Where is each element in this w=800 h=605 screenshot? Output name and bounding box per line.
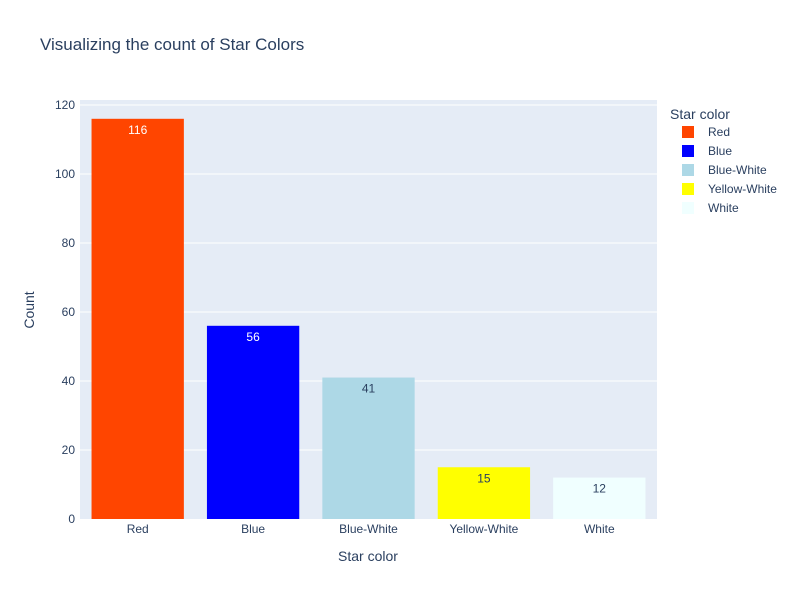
legend-label: White <box>708 201 739 215</box>
x-tick-label: Red <box>127 522 149 536</box>
bars <box>91 118 646 520</box>
bar[interactable] <box>322 377 415 519</box>
bar-value-label: 15 <box>477 471 491 485</box>
y-tick-labels: 0 20 40 60 80 100 120 <box>55 98 75 526</box>
y-tick-label: 100 <box>55 167 75 181</box>
x-tick-label: Blue-White <box>339 522 398 536</box>
x-axis-title: Star color <box>338 548 398 564</box>
y-tick-label: 80 <box>62 236 76 250</box>
x-tick-label: Blue <box>241 522 265 536</box>
y-tick-label: 60 <box>62 305 76 319</box>
legend-item[interactable]: White <box>682 201 739 215</box>
legend-label: Blue <box>708 144 732 158</box>
y-axis-title: Count <box>21 291 37 328</box>
y-tick-label: 40 <box>62 374 76 388</box>
x-tick-label: White <box>584 522 615 536</box>
bar-value-label: 12 <box>593 482 607 496</box>
legend-item[interactable]: Yellow-White <box>682 182 777 196</box>
legend-item[interactable]: Blue <box>682 144 732 158</box>
bar-data-labels: 116 56 41 15 12 <box>128 123 606 496</box>
legend-swatch <box>682 164 694 176</box>
legend-label: Yellow-White <box>708 182 777 196</box>
bar[interactable] <box>553 477 646 519</box>
legend-items: Red Blue Blue-White Yellow-White White <box>682 125 777 215</box>
bar-value-label: 56 <box>246 330 260 344</box>
x-tick-labels: Red Blue Blue-White Yellow-White White <box>127 522 615 536</box>
bar-value-label: 116 <box>128 123 147 137</box>
legend-title: Star color <box>670 106 730 122</box>
legend-swatch <box>682 202 694 214</box>
legend: Star color Red Blue Blue-White Yellow-White… <box>670 106 777 215</box>
x-tick-label: Yellow-White <box>449 522 518 536</box>
bar[interactable] <box>437 467 531 519</box>
bar[interactable] <box>206 325 300 519</box>
y-tick-label: 20 <box>62 443 76 457</box>
y-tick-label: 120 <box>55 98 75 112</box>
chart-title: Visualizing the count of Star Colors <box>40 35 304 54</box>
legend-item[interactable]: Red <box>682 125 730 139</box>
legend-label: Red <box>708 125 730 139</box>
y-tick-label: 0 <box>68 512 75 526</box>
bar-value-label: 41 <box>362 382 376 396</box>
legend-swatch <box>682 145 694 157</box>
legend-item[interactable]: Blue-White <box>682 163 767 177</box>
legend-label: Blue-White <box>708 163 767 177</box>
bar[interactable] <box>91 118 184 520</box>
legend-swatch <box>682 126 694 138</box>
legend-swatch <box>682 183 694 195</box>
